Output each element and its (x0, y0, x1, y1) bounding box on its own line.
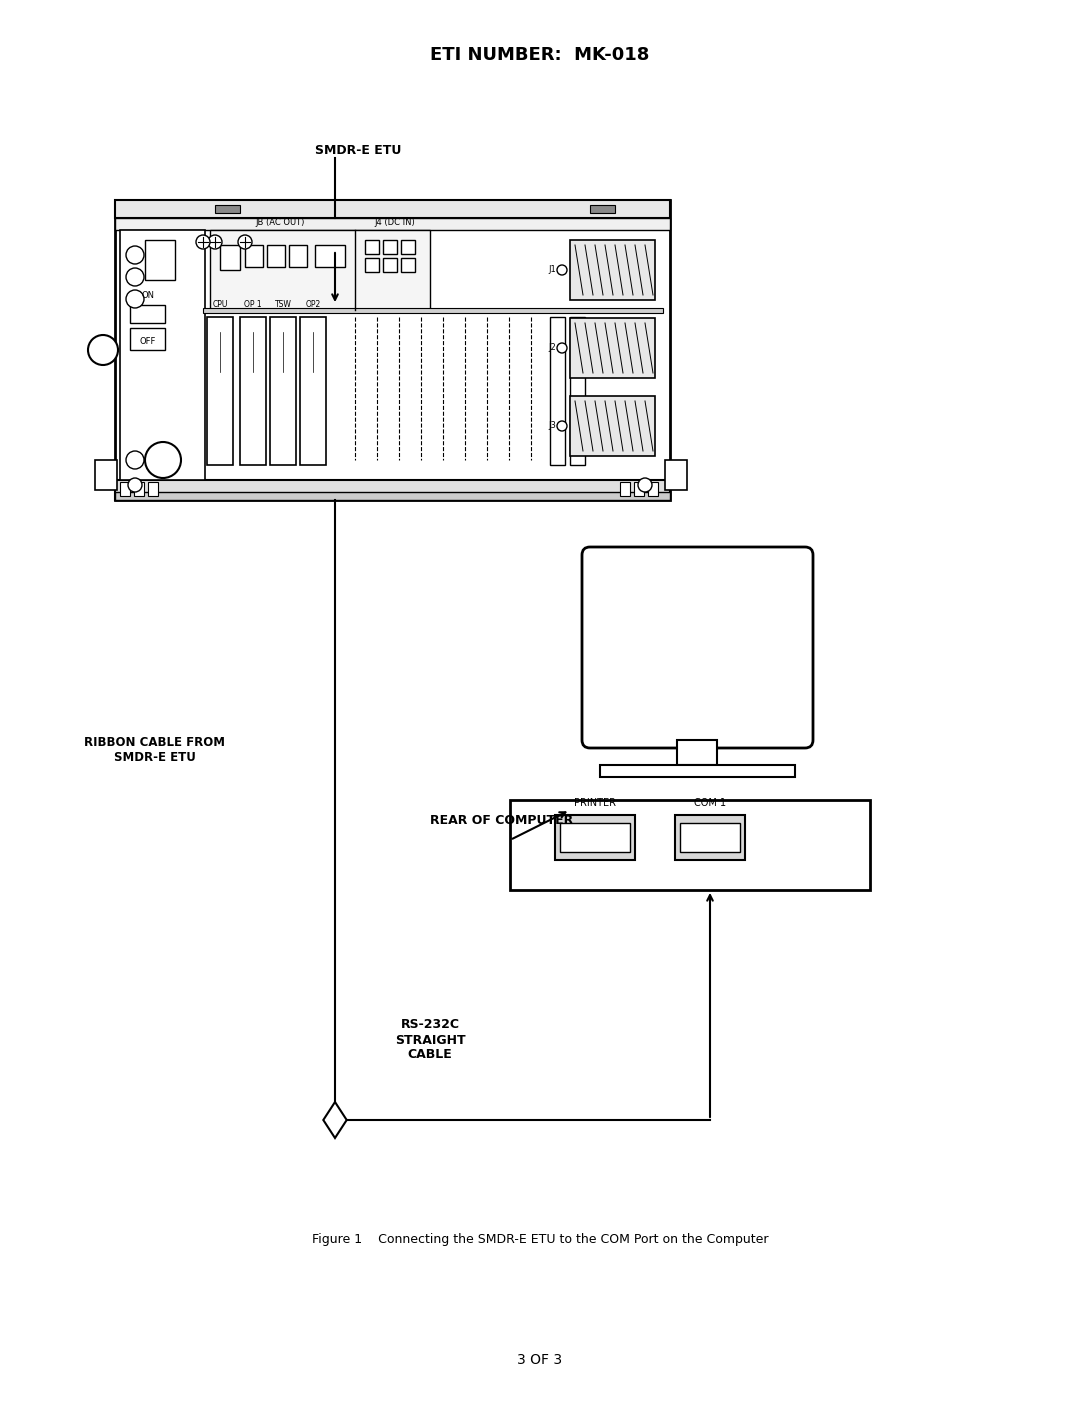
Bar (220, 245, 240, 270)
Circle shape (129, 478, 141, 492)
Bar (267, 245, 285, 267)
Bar (289, 245, 307, 267)
Text: RIBBON CABLE FROM
SMDR-E ETU: RIBBON CABLE FROM SMDR-E ETU (84, 736, 226, 764)
Circle shape (208, 235, 222, 249)
Text: ETI NUMBER:  MK-018: ETI NUMBER: MK-018 (430, 46, 650, 63)
FancyBboxPatch shape (582, 547, 813, 749)
Bar (315, 245, 345, 267)
Bar (680, 823, 740, 853)
Polygon shape (323, 1102, 347, 1138)
Bar (215, 205, 240, 212)
Text: ON: ON (141, 291, 154, 300)
Circle shape (195, 235, 210, 249)
Bar (145, 241, 175, 280)
Bar (134, 483, 144, 497)
Bar (675, 815, 745, 860)
Circle shape (126, 267, 144, 286)
Bar (648, 483, 658, 497)
Circle shape (126, 452, 144, 469)
Bar (634, 483, 644, 497)
Circle shape (87, 335, 118, 364)
Bar (401, 257, 415, 272)
Bar (665, 460, 687, 490)
Text: J2: J2 (549, 343, 556, 353)
Bar (120, 229, 205, 480)
Bar (270, 317, 296, 464)
Bar (677, 740, 717, 765)
Bar (203, 308, 663, 312)
Bar (245, 245, 264, 267)
Text: J3: J3 (549, 422, 556, 431)
Text: Figure 1    Connecting the SMDR-E ETU to the COM Port on the Computer: Figure 1 Connecting the SMDR-E ETU to th… (312, 1234, 768, 1247)
Text: OP2: OP2 (306, 300, 321, 310)
Text: J1: J1 (549, 266, 556, 274)
Circle shape (238, 235, 252, 249)
Text: 3 OF 3: 3 OF 3 (517, 1354, 563, 1368)
Text: CPU: CPU (213, 300, 228, 310)
Bar (114, 492, 670, 499)
Text: OP 1: OP 1 (244, 300, 261, 310)
Bar (114, 480, 670, 499)
Text: J4 (DC IN): J4 (DC IN) (375, 218, 416, 227)
Bar (120, 483, 130, 497)
Bar (555, 815, 635, 860)
Circle shape (638, 478, 652, 492)
Bar (570, 395, 654, 456)
Bar (620, 483, 630, 497)
Text: TSW: TSW (274, 300, 292, 310)
Circle shape (145, 442, 181, 478)
Bar (570, 318, 654, 378)
Bar (401, 241, 415, 255)
Circle shape (557, 421, 567, 431)
Bar (95, 460, 117, 490)
Text: JB (AC OUT): JB (AC OUT) (255, 218, 305, 227)
Circle shape (126, 246, 144, 265)
Circle shape (557, 343, 567, 353)
Bar (207, 317, 233, 464)
Bar (550, 317, 565, 464)
Bar (114, 218, 670, 229)
Bar (114, 200, 670, 499)
Bar (130, 328, 165, 350)
Bar (570, 241, 654, 300)
Bar (590, 205, 615, 212)
Bar (383, 241, 397, 255)
Bar (570, 317, 585, 464)
Bar (130, 305, 165, 324)
Text: COM 1: COM 1 (694, 798, 726, 808)
Bar (600, 765, 795, 777)
Bar (300, 317, 326, 464)
Text: REAR OF COMPUTER: REAR OF COMPUTER (430, 813, 573, 826)
Circle shape (557, 265, 567, 274)
Bar (510, 801, 870, 891)
Circle shape (126, 290, 144, 308)
Text: PRINTER: PRINTER (573, 798, 616, 808)
Text: RS-232C
STRAIGHT
CABLE: RS-232C STRAIGHT CABLE (394, 1019, 465, 1061)
Bar (561, 823, 630, 853)
Bar (148, 483, 158, 497)
Bar (210, 229, 430, 310)
Text: SMDR-E ETU: SMDR-E ETU (315, 144, 402, 156)
Bar (365, 241, 379, 255)
Bar (383, 257, 397, 272)
Bar (365, 257, 379, 272)
Text: OFF: OFF (139, 338, 157, 346)
Bar (114, 200, 670, 218)
Bar (240, 317, 266, 464)
